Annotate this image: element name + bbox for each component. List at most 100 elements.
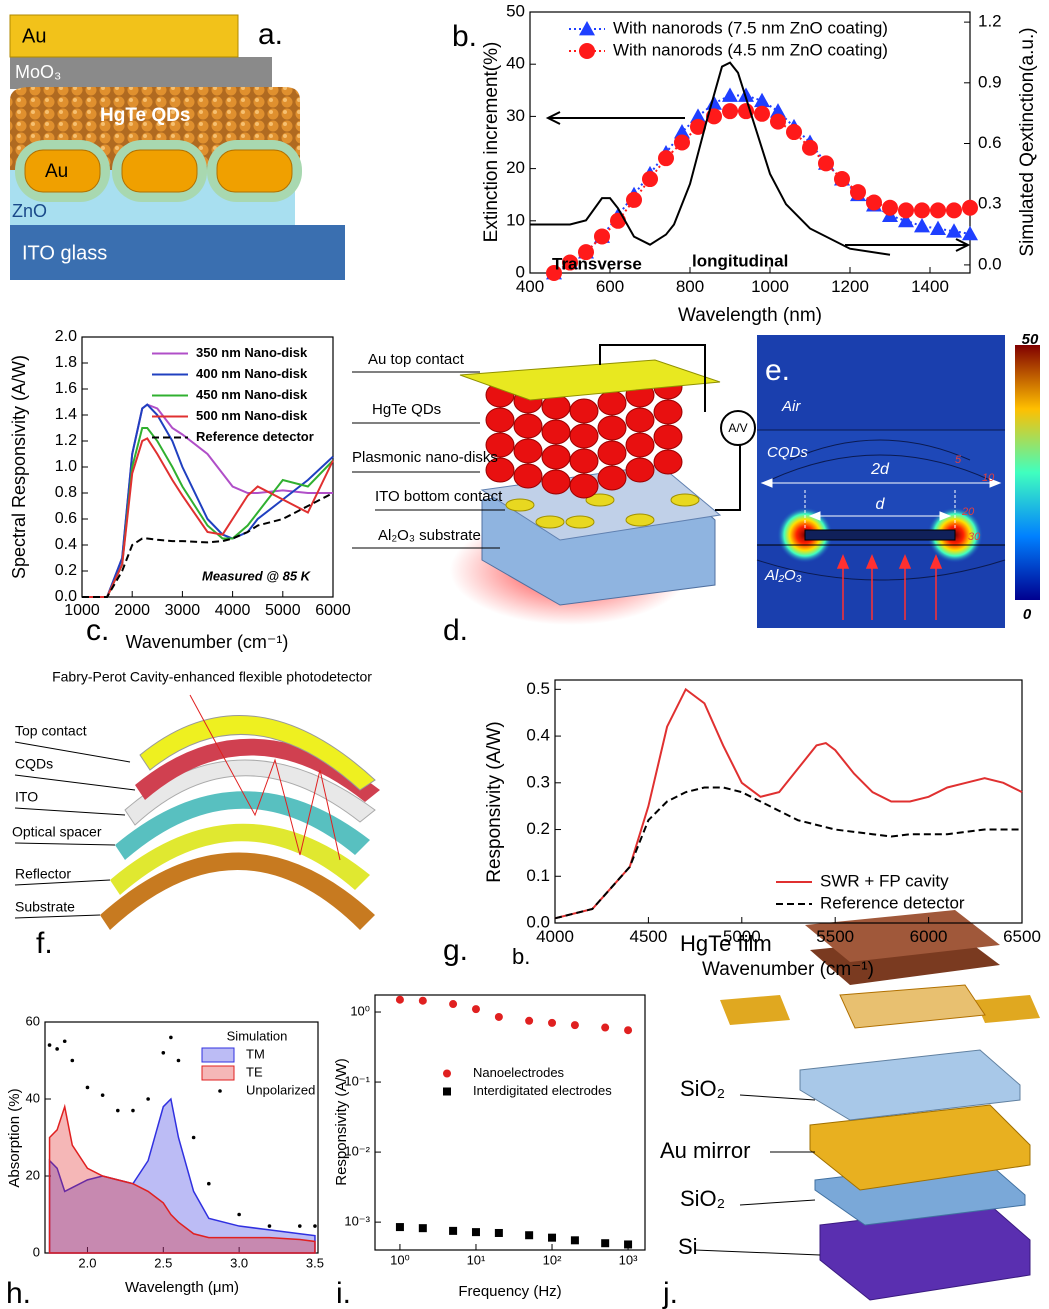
marker xyxy=(494,1228,503,1237)
y2-tick-label: 1.2 xyxy=(978,12,1002,31)
label: HgTe film xyxy=(680,931,772,956)
x-tick-label: 3.5 xyxy=(306,1255,324,1270)
label: SiO₂ xyxy=(680,1186,725,1211)
panel-f: Fabry-Perot Cavity-enhanced flexible pho… xyxy=(12,669,380,930)
ito-layer xyxy=(10,225,345,280)
series-line xyxy=(82,437,334,598)
y-tick-label: 0.2 xyxy=(526,819,550,838)
top-layer xyxy=(139,715,376,791)
y-tick-label: 40 xyxy=(26,1090,40,1105)
y-tick-label: 0.3 xyxy=(526,772,550,791)
label: Air xyxy=(781,398,801,415)
marker xyxy=(578,244,594,261)
legend-label: SWR + FP cavity xyxy=(820,871,949,890)
marker xyxy=(494,1012,503,1021)
legend-label: 350 nm Nano-disk xyxy=(196,345,308,360)
dimension-arrows xyxy=(760,478,1002,530)
legend-title: Simulation xyxy=(227,1028,288,1043)
x-tick-label: 10¹ xyxy=(467,1252,486,1267)
marker xyxy=(313,1224,317,1228)
x-axis-label: Wavelength (μm) xyxy=(125,1279,239,1296)
rays xyxy=(189,694,341,861)
au-layer xyxy=(9,14,239,58)
series-line xyxy=(554,687,1023,920)
plot-frame xyxy=(374,994,646,1251)
panel-label: j. xyxy=(662,1277,678,1309)
x-tick-label: 1000 xyxy=(64,602,100,619)
y-tick-label: 0.1 xyxy=(526,866,550,885)
series-line xyxy=(554,786,1022,920)
label: Top contact xyxy=(15,723,87,739)
series-line xyxy=(553,110,971,274)
series-area xyxy=(48,1103,316,1254)
marker xyxy=(207,1181,211,1186)
marker xyxy=(237,1212,241,1217)
y-axis-label: Extinction increment(%) xyxy=(481,42,502,243)
marker xyxy=(548,1233,557,1242)
legend-label: With nanorods (4.5 nm ZnO coating) xyxy=(613,40,888,59)
y-tick-label: 60 xyxy=(26,1013,40,1028)
pad xyxy=(720,995,790,1025)
marker xyxy=(601,1023,610,1032)
y2-tick-label: 0.6 xyxy=(978,133,1002,152)
y-tick-label: 0 xyxy=(33,1244,40,1259)
nano-disks xyxy=(505,493,700,529)
series-line xyxy=(82,492,334,598)
marker xyxy=(850,184,866,201)
marker xyxy=(570,1236,579,1245)
y-tick-label: 0 xyxy=(516,262,525,281)
arrow xyxy=(845,238,971,252)
label: d xyxy=(876,496,886,513)
x-tick-label: 400 xyxy=(516,277,544,296)
marker xyxy=(443,1069,451,1078)
marker xyxy=(754,105,770,122)
x-tick-label: 1200 xyxy=(831,277,869,296)
marker xyxy=(898,212,914,228)
marker xyxy=(443,1087,451,1096)
marker xyxy=(866,194,882,211)
label: ZnO xyxy=(12,201,47,221)
legend-label: TE xyxy=(246,1064,263,1079)
legend-label: Reference detector xyxy=(196,429,314,444)
y-tick-label: 20 xyxy=(26,1167,40,1182)
marker xyxy=(898,202,914,219)
series-line xyxy=(82,403,334,598)
legend-label: 450 nm Nano-disk xyxy=(196,387,308,402)
y-tick-label: 0.4 xyxy=(526,726,550,745)
panel-label: b. xyxy=(512,944,530,969)
substrate-layer xyxy=(100,852,375,930)
y-axis-label: Spectral Responsivity (A/W) xyxy=(9,355,29,579)
y-tick-label: 0.0 xyxy=(526,912,550,931)
panel-label: i. xyxy=(336,1277,351,1309)
leaders xyxy=(14,741,136,919)
marker xyxy=(471,1228,480,1237)
label: Optical spacer xyxy=(12,824,102,840)
x-tick-label: 3000 xyxy=(165,602,201,619)
circuit xyxy=(599,344,741,511)
panel-label: e. xyxy=(765,354,790,387)
y-tick-label: 50 xyxy=(506,1,525,20)
x-tick-label: 5000 xyxy=(723,927,761,946)
y2-tick-label: 0.9 xyxy=(978,72,1002,91)
marker xyxy=(882,199,898,216)
marker xyxy=(116,1108,120,1113)
panel-label: a. xyxy=(258,18,283,51)
light-arrows xyxy=(836,554,943,620)
x-tick-label: 5500 xyxy=(816,927,854,946)
x-tick-label: 6000 xyxy=(315,602,351,619)
label: Plasmonic nano-disks xyxy=(352,449,498,466)
ito-layer xyxy=(124,759,376,826)
panel-a: Au MoO₃ HgTe QDs Au ZnO ITO glass xyxy=(9,14,345,280)
x-axis-label: Wavenumber (cm⁻¹) xyxy=(702,959,874,980)
label: Au xyxy=(45,161,68,182)
panel-label: c. xyxy=(86,614,109,647)
marker xyxy=(930,202,946,219)
marker xyxy=(100,1093,105,1097)
y-tick-label: 0.4 xyxy=(55,536,77,553)
label: SiO₂ xyxy=(680,1076,725,1101)
meter xyxy=(720,410,756,446)
marker xyxy=(579,43,595,59)
legend-label: Nanoelectrodes xyxy=(473,1065,565,1080)
marker xyxy=(946,202,962,219)
contours xyxy=(756,439,1006,581)
